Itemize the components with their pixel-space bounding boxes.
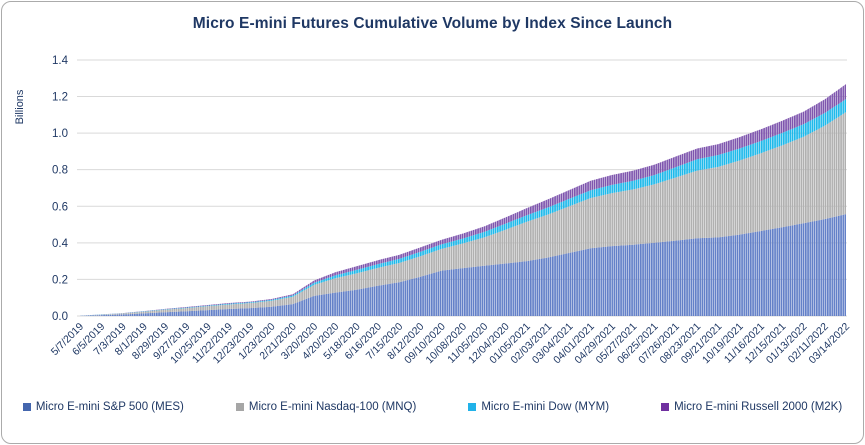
legend-label-mes: Micro E-mini S&P 500 (MES): [35, 401, 184, 413]
y-tick-label: 1.4: [52, 55, 69, 67]
legend-item-m2k: Micro E-mini Russell 2000 (M2K): [661, 401, 842, 413]
y-tick-label: 0.6: [52, 201, 68, 213]
mnq-legend-swatch-icon: [235, 403, 244, 411]
y-tick-label: 0.4: [52, 238, 69, 250]
y-tick-label: 1.2: [52, 92, 68, 104]
legend-label-mnq: Micro E-mini Nasdaq-100 (MNQ): [248, 401, 417, 413]
legend-item-mes: Micro E-mini S&P 500 (MES): [22, 401, 184, 413]
y-tick-label: 0.8: [52, 165, 68, 177]
y-tick-label: 0.2: [52, 274, 68, 286]
legend-item-mnq: Micro E-mini Nasdaq-100 (MNQ): [235, 401, 417, 413]
chart-title: Micro E-mini Futures Cumulative Volume b…: [192, 15, 673, 32]
mes-legend-swatch-icon: [22, 403, 31, 411]
y-axis-label: Billions: [14, 89, 26, 124]
y-tick-label: 1.0: [52, 128, 68, 140]
area-series-1: [80, 112, 846, 316]
legend-label-m2k: Micro E-mini Russell 2000 (M2K): [674, 401, 843, 413]
legend-item-mym: Micro E-mini Dow (MYM): [468, 401, 609, 413]
area-series-0: [80, 214, 846, 316]
y-tick-label: 0.0: [52, 311, 68, 323]
chart-legend: Micro E-mini S&P 500 (MES) Micro E-mini …: [2, 401, 863, 413]
legend-label-mym: Micro E-mini Dow (MYM): [481, 401, 610, 413]
mym-legend-swatch-icon: [468, 403, 477, 411]
m2k-legend-swatch-icon: [661, 403, 670, 411]
stacked-area-chart: 0.00.20.40.60.81.01.21.4Billions5/7/2019…: [14, 55, 852, 366]
